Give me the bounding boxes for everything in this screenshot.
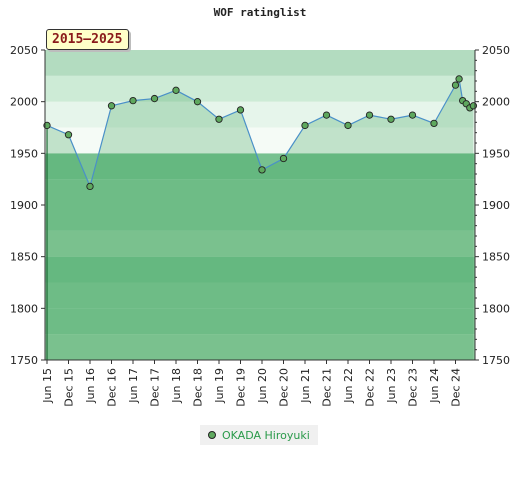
y-tick-label-right: 2050 — [482, 44, 510, 57]
data-point — [129, 96, 137, 105]
band-stripe — [45, 230, 475, 257]
x-tick-label: Dec 15 — [63, 368, 76, 407]
y-tick-label-left: 1850 — [10, 251, 38, 264]
x-tick-label: Jun 18 — [170, 368, 183, 404]
data-point — [107, 102, 116, 110]
data-point — [236, 106, 245, 114]
band-stripe — [45, 334, 475, 360]
data-point — [301, 121, 309, 130]
y-tick-label-left: 2050 — [10, 44, 38, 57]
period-badge: 2015–2025 — [46, 29, 130, 50]
y-tick-label-left: 1750 — [10, 354, 38, 367]
y-tick-label-left: 1800 — [10, 302, 38, 315]
data-point — [469, 102, 478, 110]
band-stripe — [45, 256, 475, 283]
y-tick-label-right: 1750 — [482, 354, 510, 367]
x-tick-label: Dec 22 — [364, 368, 377, 407]
data-point — [86, 182, 94, 191]
band-stripe — [45, 101, 475, 128]
y-tick-label-left: 1900 — [10, 199, 38, 212]
data-point — [387, 115, 395, 123]
x-tick-label: Dec 17 — [149, 368, 162, 407]
chart-title: WOF ratinglist — [213, 6, 307, 19]
y-tick-label-right: 1900 — [482, 199, 510, 212]
x-tick-label: Jun 16 — [84, 368, 97, 404]
lower-tint — [45, 153, 475, 360]
data-point — [408, 111, 417, 119]
series-area — [47, 78, 474, 360]
data-point — [258, 166, 266, 174]
y-tick-label-left: 2000 — [10, 96, 38, 109]
x-tick-label: Jun 20 — [256, 368, 269, 404]
data-point — [344, 121, 352, 130]
x-tick-label: Jun 23 — [385, 368, 398, 404]
band-stripe — [45, 127, 475, 154]
data-point — [279, 154, 288, 163]
x-tick-label: Dec 23 — [407, 368, 420, 407]
band-stripe — [45, 179, 475, 205]
data-point — [64, 131, 73, 139]
band-stripe — [45, 282, 475, 309]
x-tick-label: Jun 17 — [127, 368, 140, 404]
data-point — [150, 94, 159, 103]
data-point — [322, 111, 331, 119]
x-tick-label: Jun 21 — [299, 368, 312, 404]
x-tick-label: Jun 19 — [213, 368, 226, 404]
band-stripe — [45, 50, 475, 76]
x-tick-label: Dec 16 — [106, 368, 119, 407]
x-tick-label: Jun 24 — [428, 368, 441, 404]
band-stripe — [45, 205, 475, 231]
data-point — [455, 75, 463, 83]
data-point — [365, 111, 374, 119]
x-tick-label: Dec 24 — [450, 368, 463, 407]
legend-label: OKADA Hiroyuki — [222, 428, 310, 442]
y-tick-label-right: 1950 — [482, 147, 510, 160]
band-stripe — [45, 153, 475, 180]
x-tick-label: Dec 20 — [278, 368, 291, 407]
x-tick-label: Jun 15 — [41, 368, 54, 404]
data-point — [451, 81, 460, 89]
legend-marker-icon — [208, 431, 216, 439]
x-tick-label: Jun 22 — [342, 368, 355, 404]
x-tick-label: Dec 21 — [321, 368, 334, 407]
data-point — [193, 98, 202, 106]
y-tick-label-right: 1850 — [482, 251, 510, 264]
x-tick-label: Dec 19 — [235, 368, 248, 407]
band-stripe — [45, 75, 475, 102]
y-tick-label-right: 2000 — [482, 96, 510, 109]
data-point — [215, 115, 223, 123]
band-stripe — [45, 308, 475, 335]
data-point — [172, 86, 180, 94]
y-tick-label-right: 1800 — [482, 302, 510, 315]
x-tick-label: Dec 18 — [192, 368, 205, 407]
y-tick-label-left: 1950 — [10, 147, 38, 160]
legend[interactable]: OKADA Hiroyuki — [200, 425, 318, 445]
data-point — [430, 119, 438, 128]
